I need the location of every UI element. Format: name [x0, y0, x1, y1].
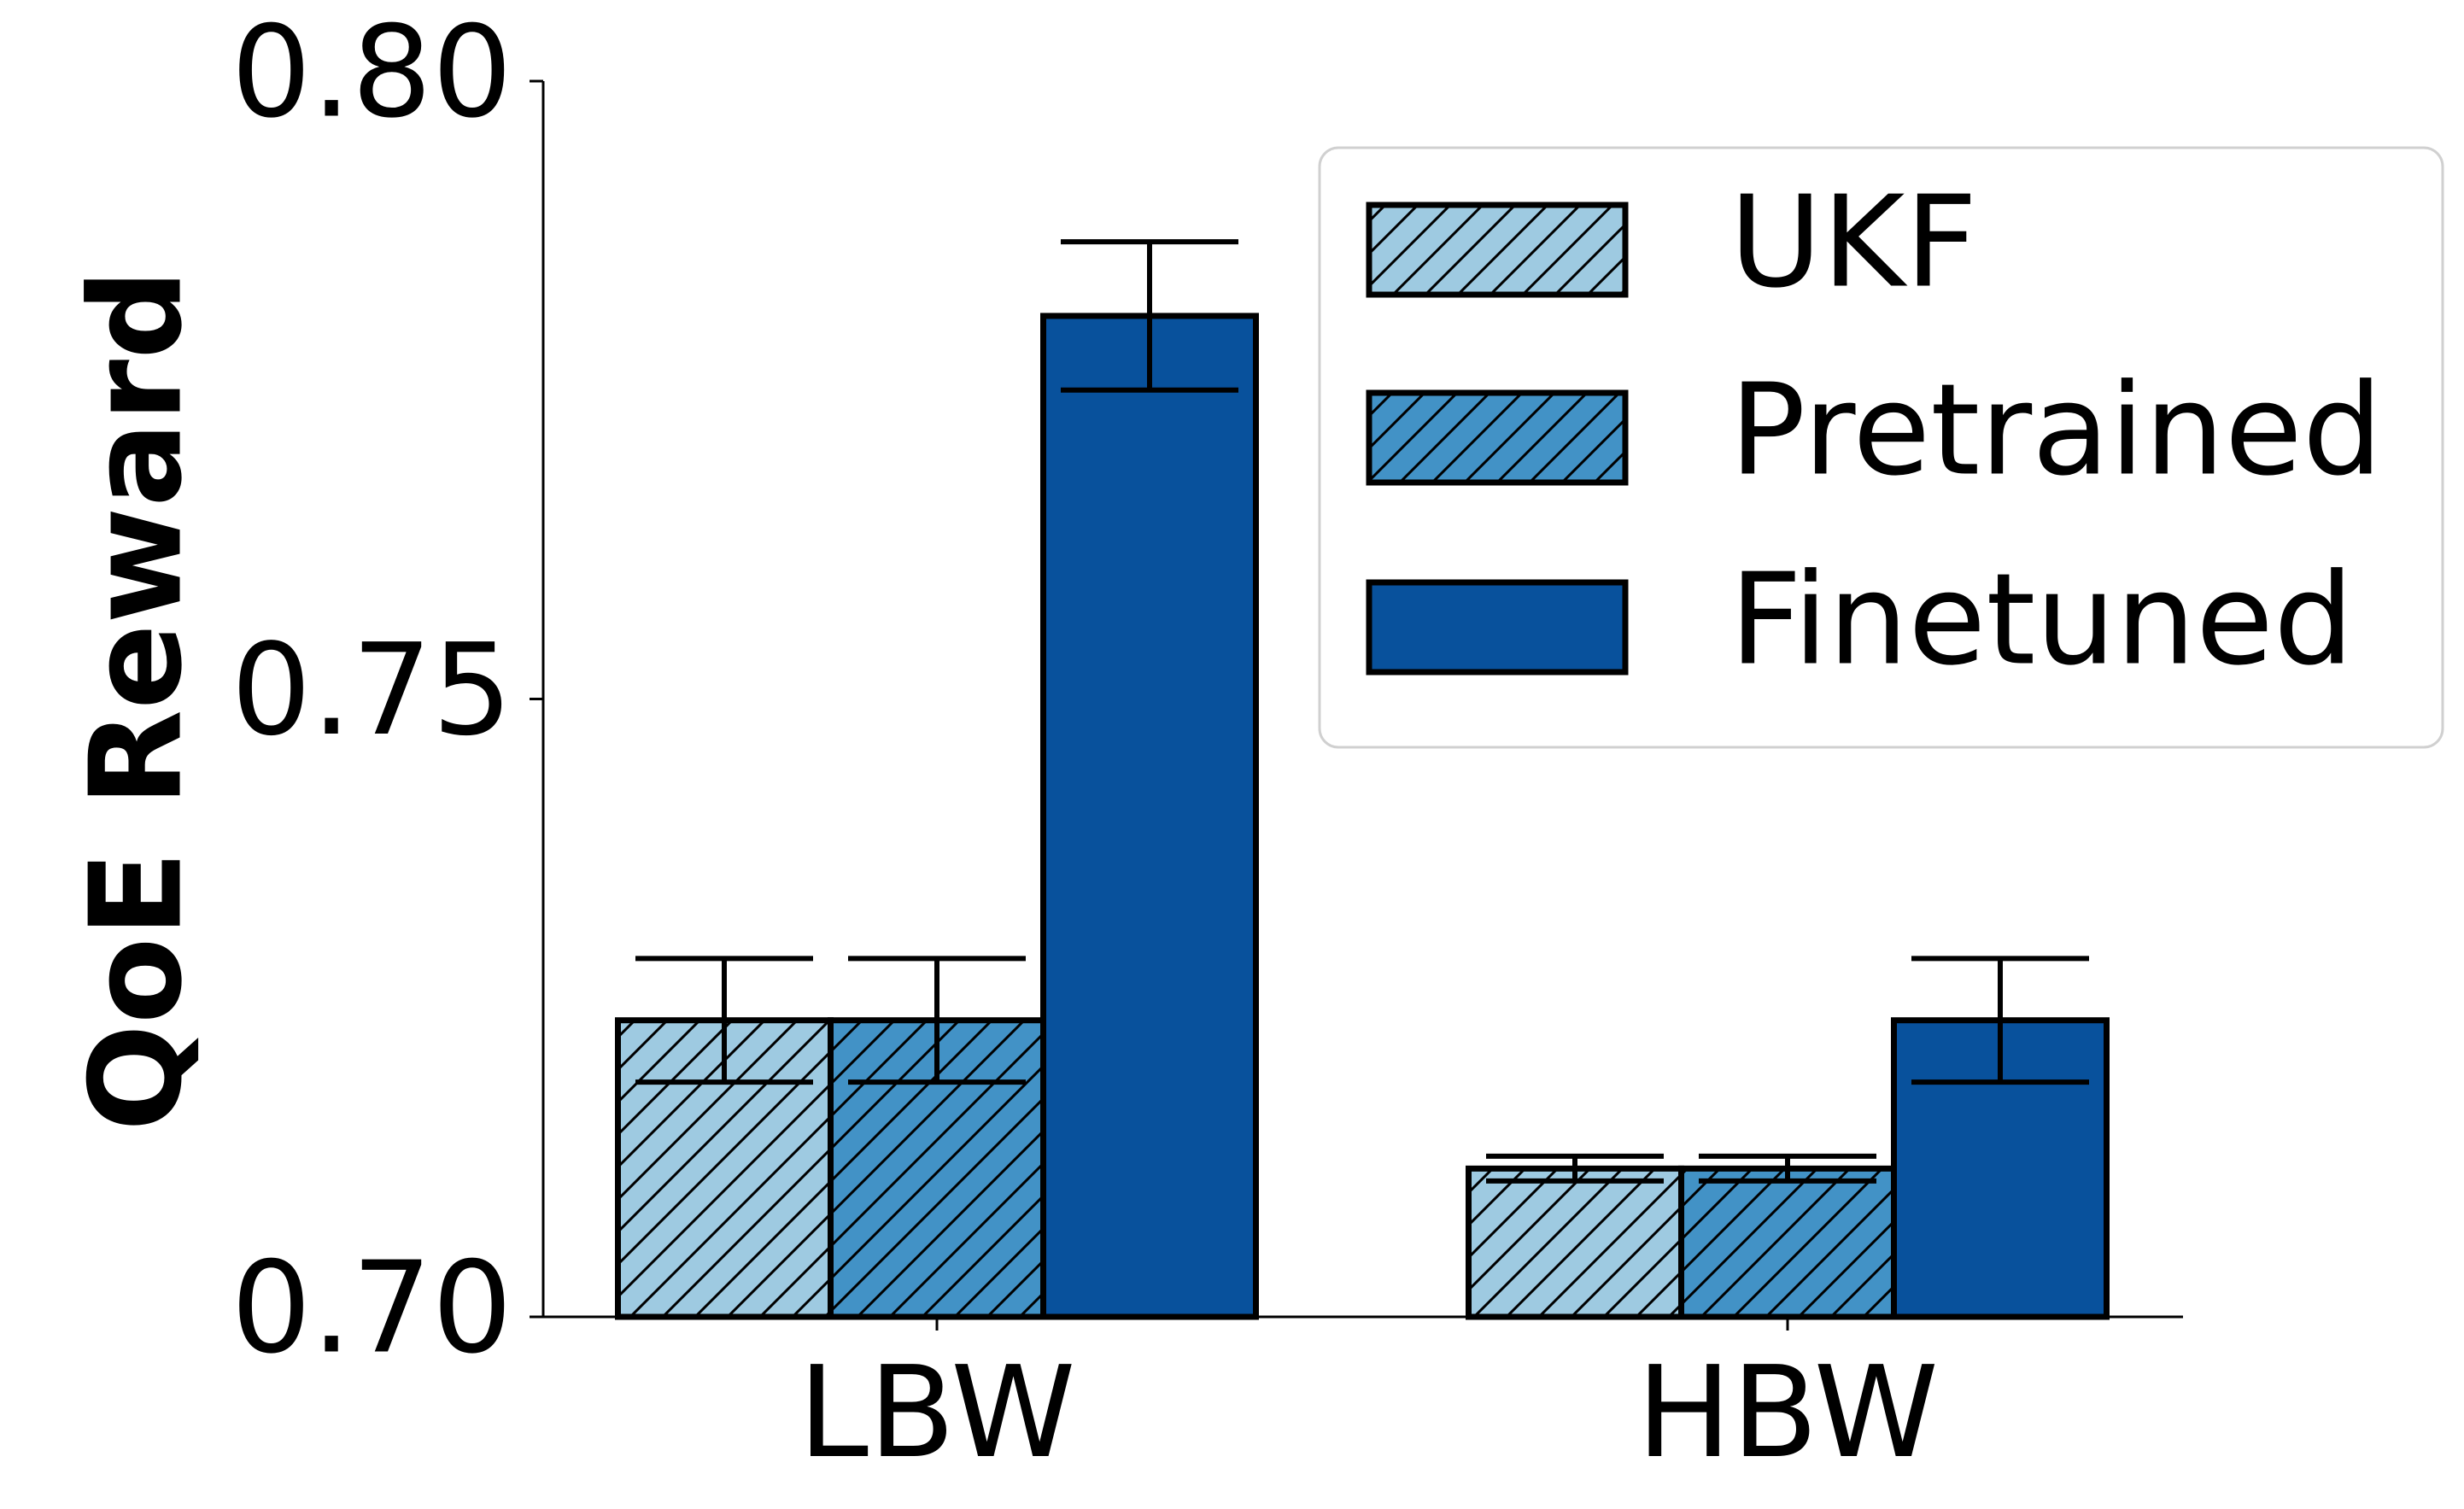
legend-items: UKF Pretrained Finetuned	[1366, 169, 2383, 693]
bars-layer	[615, 313, 2110, 1320]
legend-swatch-pretrained-outline	[1366, 389, 1629, 486]
bar-ukf-hbw-hatch	[1468, 1168, 1682, 1317]
bar-pretrained-hbw-hatch	[1681, 1168, 1894, 1317]
y-axis-label: QoE Reward	[63, 269, 210, 1132]
legend-label-ukf: UKF	[1729, 169, 1978, 316]
legend-swatch-pretrained-hatch	[1369, 393, 1625, 483]
y-ticks: 0.70 0.75 0.80	[231, 0, 543, 1382]
error-bars-layer	[635, 239, 2089, 1184]
legend-swatch-ukf-hatch	[1369, 205, 1625, 295]
legend-swatch-finetuned-outline	[1366, 579, 1629, 676]
legend: UKF Pretrained Finetuned	[1318, 146, 2444, 749]
x-tick-label-hbw: HBW	[1636, 1339, 1939, 1486]
bar-finetuned-lbw	[1043, 315, 1256, 1318]
legend-swatch-ukf-outline	[1366, 202, 1629, 298]
y-tick-label-0-70: 0.70	[231, 1235, 512, 1382]
legend-label-finetuned: Finetuned	[1729, 547, 2354, 693]
legend-swatch-finetuned	[1369, 582, 1625, 672]
legend-label-pretrained: Pretrained	[1729, 357, 2383, 504]
y-tick-label-0-80: 0.80	[231, 0, 512, 146]
x-ticks: LBW HBW	[798, 1317, 1939, 1486]
x-tick-label-lbw: LBW	[798, 1339, 1075, 1486]
y-tick-label-0-75: 0.75	[231, 617, 512, 763]
